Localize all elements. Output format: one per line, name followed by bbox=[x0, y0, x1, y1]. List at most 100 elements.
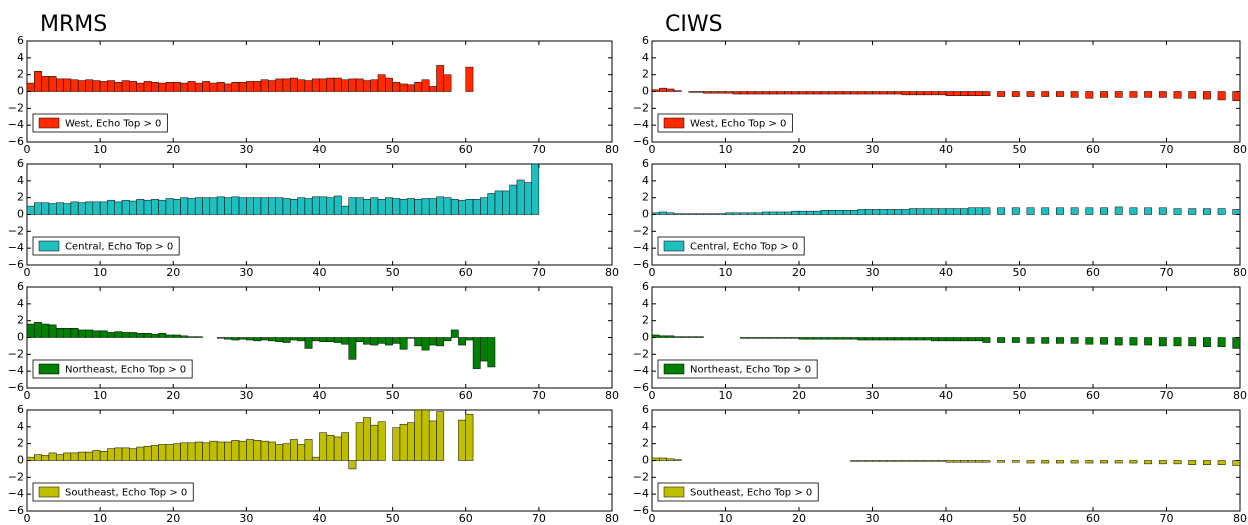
bar bbox=[842, 337, 851, 340]
bar bbox=[739, 337, 748, 339]
x-tick-label: 60 bbox=[1086, 266, 1100, 279]
bar bbox=[216, 441, 225, 461]
bar bbox=[1217, 460, 1226, 465]
bar bbox=[975, 207, 984, 215]
bar bbox=[916, 91, 925, 96]
bar bbox=[673, 213, 682, 215]
bar bbox=[872, 337, 881, 341]
bar bbox=[304, 439, 313, 461]
bar bbox=[268, 337, 276, 342]
y-tick-label: 0 bbox=[17, 85, 24, 98]
bar bbox=[70, 327, 79, 338]
legend-box bbox=[32, 482, 194, 502]
bar bbox=[377, 337, 386, 344]
legend-label: Southeast, Echo Top > 0 bbox=[65, 488, 187, 499]
x-tick-label: 10 bbox=[93, 266, 107, 279]
bar bbox=[938, 337, 947, 342]
bar bbox=[268, 441, 276, 461]
bar bbox=[26, 82, 35, 92]
bar bbox=[857, 91, 866, 95]
bar bbox=[370, 424, 379, 461]
bar bbox=[231, 196, 240, 215]
x-tick-label: 10 bbox=[719, 512, 733, 525]
bar bbox=[48, 452, 57, 461]
x-tick-label: 30 bbox=[866, 266, 880, 279]
legend-box bbox=[657, 359, 818, 379]
x-tick-label: 50 bbox=[1013, 389, 1027, 402]
bar bbox=[275, 78, 284, 92]
bar bbox=[268, 80, 276, 92]
bar bbox=[1085, 460, 1094, 464]
bar bbox=[99, 450, 108, 461]
bar bbox=[216, 337, 225, 339]
bar bbox=[392, 198, 401, 215]
y-tick-label: −2 bbox=[633, 347, 649, 360]
bar bbox=[776, 211, 785, 215]
bar bbox=[290, 439, 298, 461]
bar bbox=[282, 443, 291, 461]
y-tick-label: −6 bbox=[633, 258, 649, 271]
bar bbox=[1158, 460, 1167, 465]
bar bbox=[290, 77, 298, 92]
bar bbox=[975, 337, 984, 342]
bar bbox=[732, 212, 741, 215]
y-tick-label: 0 bbox=[642, 208, 649, 221]
bar bbox=[1011, 91, 1020, 97]
legend: Northeast, Echo Top > 0 bbox=[32, 359, 193, 379]
y-tick-label: −2 bbox=[8, 470, 24, 483]
bar bbox=[85, 79, 94, 92]
bar bbox=[253, 81, 262, 92]
bar bbox=[754, 212, 763, 215]
bar bbox=[414, 199, 423, 215]
bar bbox=[1188, 460, 1197, 465]
legend-label: Southeast, Echo Top > 0 bbox=[690, 488, 812, 499]
bar bbox=[165, 198, 174, 215]
y-tick-label: 4 bbox=[17, 297, 24, 310]
y-tick-label: −2 bbox=[8, 347, 24, 360]
bar bbox=[180, 82, 189, 92]
bar bbox=[187, 198, 196, 215]
bar bbox=[363, 199, 371, 215]
bar bbox=[923, 460, 932, 462]
bar bbox=[916, 337, 925, 341]
bar bbox=[673, 90, 682, 92]
x-tick-label: 0 bbox=[24, 143, 31, 156]
bar bbox=[659, 335, 667, 338]
bar bbox=[945, 337, 954, 342]
legend-swatch bbox=[663, 486, 685, 498]
bar bbox=[879, 91, 888, 95]
legend: West, Echo Top > 0 bbox=[657, 113, 793, 133]
bar bbox=[246, 337, 254, 341]
bar bbox=[107, 448, 115, 461]
y-tick-label: 2 bbox=[642, 437, 649, 450]
bar bbox=[509, 184, 518, 215]
x-tick-label: 70 bbox=[1160, 389, 1174, 402]
y-tick-label: −2 bbox=[8, 101, 24, 114]
bar bbox=[1232, 209, 1241, 215]
x-tick-label: 50 bbox=[1013, 266, 1027, 279]
bar bbox=[916, 460, 925, 462]
bar bbox=[377, 199, 386, 215]
bar bbox=[370, 79, 379, 92]
bar bbox=[828, 337, 837, 340]
bar bbox=[246, 81, 254, 92]
bar bbox=[784, 211, 792, 215]
bar bbox=[355, 78, 364, 92]
y-tick-label: 4 bbox=[642, 420, 649, 433]
y-tick-label: −6 bbox=[8, 381, 24, 394]
bar bbox=[857, 209, 866, 215]
bar bbox=[399, 83, 408, 92]
bar bbox=[326, 337, 335, 342]
bar bbox=[56, 202, 64, 215]
bar bbox=[769, 211, 778, 215]
y-tick-label: −4 bbox=[633, 487, 649, 500]
bar bbox=[48, 203, 57, 215]
bar bbox=[784, 337, 792, 339]
y-tick-label: 4 bbox=[17, 420, 24, 433]
bar bbox=[784, 91, 792, 95]
bar bbox=[997, 337, 1006, 343]
bar bbox=[1085, 207, 1094, 215]
bar bbox=[1056, 337, 1064, 344]
y-tick-label: 6 bbox=[642, 280, 649, 293]
x-tick-label: 0 bbox=[649, 389, 656, 402]
